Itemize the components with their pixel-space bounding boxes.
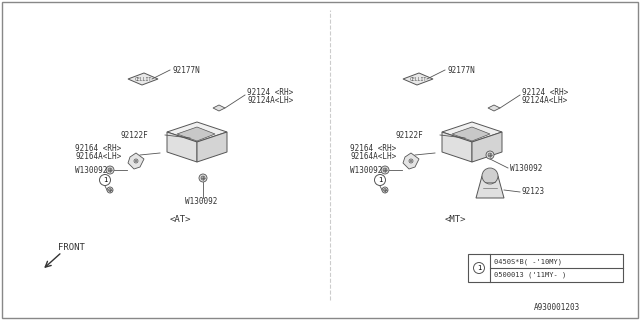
Text: 92177N: 92177N [172, 66, 200, 75]
Polygon shape [476, 176, 504, 198]
Circle shape [482, 168, 498, 184]
Circle shape [410, 160, 412, 162]
Text: 0450S*B( -'10MY): 0450S*B( -'10MY) [494, 258, 562, 265]
Text: 1: 1 [103, 177, 108, 183]
Circle shape [106, 166, 114, 174]
Text: 92124A<LH>: 92124A<LH> [522, 95, 568, 105]
Polygon shape [403, 153, 419, 169]
Text: 92164 <RH>: 92164 <RH> [75, 143, 121, 153]
Polygon shape [128, 153, 144, 169]
Text: 92177N: 92177N [447, 66, 475, 75]
Circle shape [488, 153, 492, 157]
Text: 92164A<LH>: 92164A<LH> [75, 151, 121, 161]
Circle shape [383, 168, 387, 172]
Text: <AT>: <AT> [169, 215, 191, 225]
Text: FRONT: FRONT [58, 244, 85, 252]
Polygon shape [167, 132, 197, 162]
Text: CELLIT: CELLIT [134, 76, 152, 82]
Text: 92123: 92123 [522, 188, 545, 196]
Circle shape [107, 187, 113, 193]
Circle shape [199, 174, 207, 182]
Text: 92164 <RH>: 92164 <RH> [350, 143, 396, 153]
Text: 0500013 ('11MY- ): 0500013 ('11MY- ) [494, 271, 566, 278]
Polygon shape [197, 132, 227, 162]
Polygon shape [442, 132, 472, 162]
Text: 92122F: 92122F [120, 131, 148, 140]
Text: 92122F: 92122F [395, 131, 423, 140]
Text: 92124A<LH>: 92124A<LH> [247, 95, 293, 105]
Bar [468, 254, 623, 282]
Circle shape [108, 168, 112, 172]
Circle shape [201, 176, 205, 180]
Text: 92164A<LH>: 92164A<LH> [350, 151, 396, 161]
Circle shape [135, 160, 137, 162]
Polygon shape [403, 73, 433, 85]
Text: W130092: W130092 [185, 197, 218, 206]
Text: W130092: W130092 [75, 165, 108, 174]
Text: <MT>: <MT> [444, 215, 466, 225]
Polygon shape [442, 122, 502, 142]
Circle shape [474, 262, 484, 274]
Circle shape [99, 174, 111, 186]
Polygon shape [472, 132, 502, 162]
Text: W130092: W130092 [510, 164, 542, 172]
Circle shape [109, 188, 111, 191]
Circle shape [383, 188, 387, 191]
Polygon shape [488, 105, 500, 111]
Text: CELLIT: CELLIT [410, 76, 427, 82]
Text: 92124 <RH>: 92124 <RH> [247, 87, 293, 97]
Circle shape [374, 174, 385, 186]
Polygon shape [167, 122, 227, 142]
Text: 1: 1 [378, 177, 382, 183]
Polygon shape [452, 127, 490, 141]
Circle shape [486, 151, 494, 159]
Polygon shape [177, 127, 215, 141]
Text: W130092: W130092 [350, 165, 382, 174]
Circle shape [382, 187, 388, 193]
Text: 92124 <RH>: 92124 <RH> [522, 87, 568, 97]
Text: A930001203: A930001203 [534, 303, 580, 313]
Polygon shape [213, 105, 225, 111]
Polygon shape [128, 73, 158, 85]
Text: 1: 1 [477, 265, 481, 271]
Circle shape [381, 166, 389, 174]
